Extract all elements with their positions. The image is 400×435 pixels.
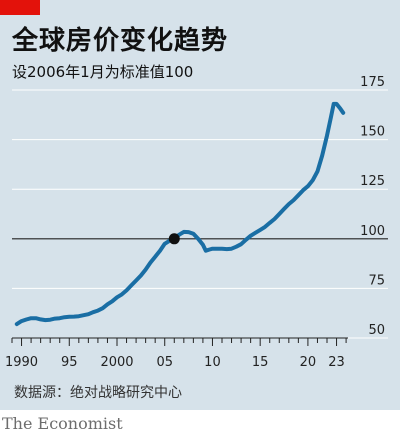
x-tick-label-10: 10	[204, 355, 221, 370]
highlight-layer	[168, 233, 180, 245]
x-tick-label-95: 95	[61, 355, 78, 370]
highlight-point	[168, 233, 180, 245]
y-tick-label-175: 175	[360, 75, 385, 90]
series-line-0	[14, 101, 346, 327]
x-tick-label-1990: 1990	[5, 355, 38, 370]
x-tick-label-05: 05	[156, 355, 173, 370]
x-tick-label-15: 15	[252, 355, 269, 370]
y-tick-label-125: 125	[360, 174, 385, 189]
x-tick-label-2000: 2000	[100, 355, 133, 370]
x-tick-labels: 1990 95 2000 05 10 15 20 23	[5, 355, 345, 370]
y-tick-label-150: 150	[360, 125, 385, 140]
x-axis	[11, 337, 348, 346]
brand-red-tag	[0, 0, 40, 15]
chart-title: 全球房价变化趋势	[12, 26, 229, 56]
y-tick-label-50: 50	[368, 323, 385, 338]
chart-subtitle: 设2006年1月为标准值100	[12, 63, 194, 81]
y-tick-label-75: 75	[368, 273, 385, 288]
y-tick-label-100: 100	[360, 224, 385, 239]
economist-brand: The Economist	[2, 414, 123, 433]
y-tick-labels: 50 75 100 125 150 175	[360, 75, 385, 338]
plot-area: 50 75 100 125 150 175 1990 95 2000 05 10 15 20 23	[5, 75, 388, 370]
gridlines	[12, 89, 388, 339]
series-layer	[14, 101, 346, 327]
x-tick-label-20: 20	[300, 355, 317, 370]
x-tick-label-23: 23	[328, 355, 345, 370]
chart-card	[0, 0, 400, 410]
source-note: 数据源：绝对战略研究中心	[14, 385, 182, 401]
